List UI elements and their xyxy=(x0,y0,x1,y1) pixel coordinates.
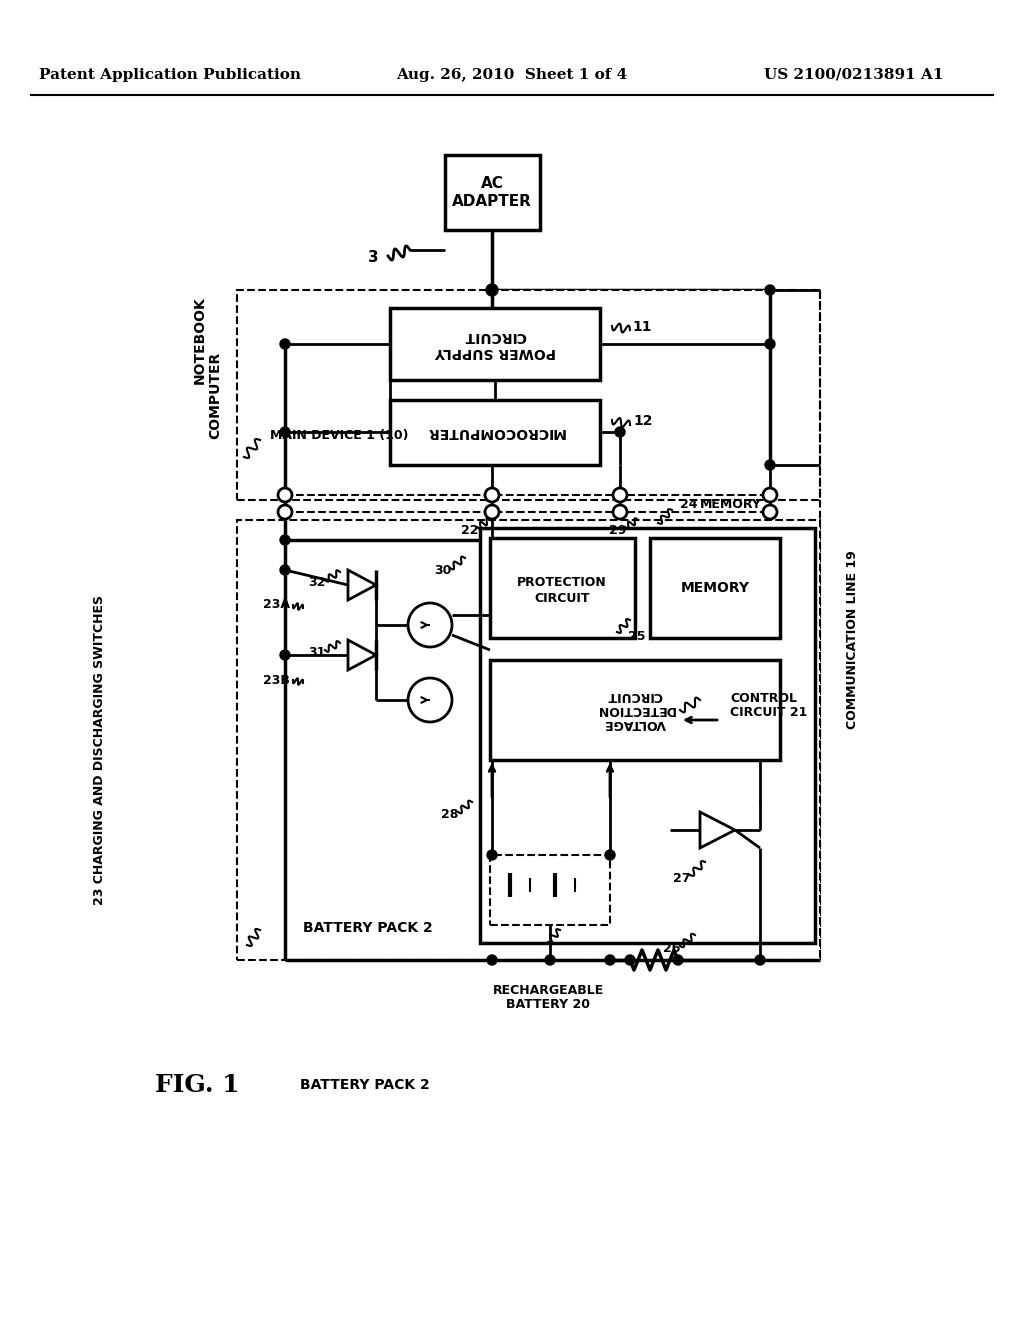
Circle shape xyxy=(485,506,499,519)
Text: 23B: 23B xyxy=(263,673,290,686)
Text: 25: 25 xyxy=(628,630,645,643)
Text: DETECTION: DETECTION xyxy=(595,704,675,717)
Polygon shape xyxy=(348,640,376,671)
Text: 30: 30 xyxy=(434,565,452,578)
Circle shape xyxy=(486,284,498,296)
Text: ADAPTER: ADAPTER xyxy=(452,194,531,210)
Polygon shape xyxy=(348,570,376,601)
Text: FIG. 1: FIG. 1 xyxy=(155,1073,240,1097)
Text: 26: 26 xyxy=(664,941,681,954)
Bar xyxy=(480,528,815,942)
Circle shape xyxy=(280,565,290,576)
Text: NOTEBOOK: NOTEBOOK xyxy=(193,296,207,384)
Circle shape xyxy=(278,506,292,519)
Bar xyxy=(390,400,600,465)
Text: POWER SUPPLY: POWER SUPPLY xyxy=(434,345,556,359)
Circle shape xyxy=(280,649,290,660)
Text: MICROCOMPUTER: MICROCOMPUTER xyxy=(426,425,564,440)
Text: BATTERY 20: BATTERY 20 xyxy=(506,998,590,1011)
Text: 12: 12 xyxy=(633,414,652,428)
Text: PROTECTION: PROTECTION xyxy=(517,576,607,589)
Text: COMPUTER: COMPUTER xyxy=(208,351,222,438)
Circle shape xyxy=(280,339,290,348)
Circle shape xyxy=(613,488,627,502)
Bar xyxy=(650,539,780,638)
Text: MEMORY: MEMORY xyxy=(700,499,762,511)
Bar xyxy=(390,308,600,380)
Text: 3: 3 xyxy=(368,249,378,264)
Text: 11: 11 xyxy=(632,319,651,334)
Text: 29: 29 xyxy=(609,524,627,536)
Circle shape xyxy=(487,954,497,965)
Text: MEMORY: MEMORY xyxy=(681,581,750,595)
Circle shape xyxy=(278,488,292,502)
Circle shape xyxy=(765,459,775,470)
Bar xyxy=(237,520,820,960)
Text: 23A: 23A xyxy=(263,598,290,611)
Text: MAIN DEVICE 1 (10): MAIN DEVICE 1 (10) xyxy=(270,429,409,441)
Text: CIRCUIT: CIRCUIT xyxy=(464,329,526,343)
Circle shape xyxy=(613,506,627,519)
Text: COMMUNICATION LINE 19: COMMUNICATION LINE 19 xyxy=(847,550,859,730)
Bar xyxy=(237,290,820,500)
Bar xyxy=(490,660,780,760)
Circle shape xyxy=(765,285,775,294)
Polygon shape xyxy=(700,812,735,847)
Circle shape xyxy=(673,954,683,965)
Circle shape xyxy=(280,535,290,545)
Circle shape xyxy=(408,678,452,722)
Text: 27: 27 xyxy=(673,871,691,884)
Text: BATTERY PACK 2: BATTERY PACK 2 xyxy=(300,1078,430,1092)
Circle shape xyxy=(485,488,499,502)
Text: 32: 32 xyxy=(308,577,326,590)
Circle shape xyxy=(487,850,497,861)
Bar xyxy=(445,154,540,230)
Text: BATTERY PACK 2: BATTERY PACK 2 xyxy=(303,921,433,935)
Text: CIRCUIT: CIRCUIT xyxy=(607,689,663,702)
Bar xyxy=(490,855,610,925)
Text: 22: 22 xyxy=(461,524,479,536)
Circle shape xyxy=(280,426,290,437)
Circle shape xyxy=(763,506,777,519)
Text: RECHARGEABLE: RECHARGEABLE xyxy=(493,983,603,997)
Text: CONTROL: CONTROL xyxy=(730,692,797,705)
Circle shape xyxy=(605,850,615,861)
Text: AC: AC xyxy=(480,177,504,191)
Text: CIRCUIT 21: CIRCUIT 21 xyxy=(730,705,807,718)
Text: 31: 31 xyxy=(308,647,326,660)
Text: Patent Application Publication: Patent Application Publication xyxy=(39,69,301,82)
Circle shape xyxy=(408,603,452,647)
Text: 23 CHARGING AND DISCHARGING SWITCHES: 23 CHARGING AND DISCHARGING SWITCHES xyxy=(93,595,106,906)
Circle shape xyxy=(765,339,775,348)
Text: US 2100/0213891 A1: US 2100/0213891 A1 xyxy=(764,69,944,82)
Circle shape xyxy=(763,488,777,502)
Text: Aug. 26, 2010  Sheet 1 of 4: Aug. 26, 2010 Sheet 1 of 4 xyxy=(396,69,628,82)
Circle shape xyxy=(615,426,625,437)
Text: 28: 28 xyxy=(441,808,459,821)
Text: VOLTAGE: VOLTAGE xyxy=(604,718,666,730)
Circle shape xyxy=(625,954,635,965)
Circle shape xyxy=(755,954,765,965)
Text: 24: 24 xyxy=(680,499,697,511)
Circle shape xyxy=(545,954,555,965)
Text: CIRCUIT: CIRCUIT xyxy=(535,591,590,605)
Circle shape xyxy=(605,954,615,965)
Bar xyxy=(490,539,635,638)
